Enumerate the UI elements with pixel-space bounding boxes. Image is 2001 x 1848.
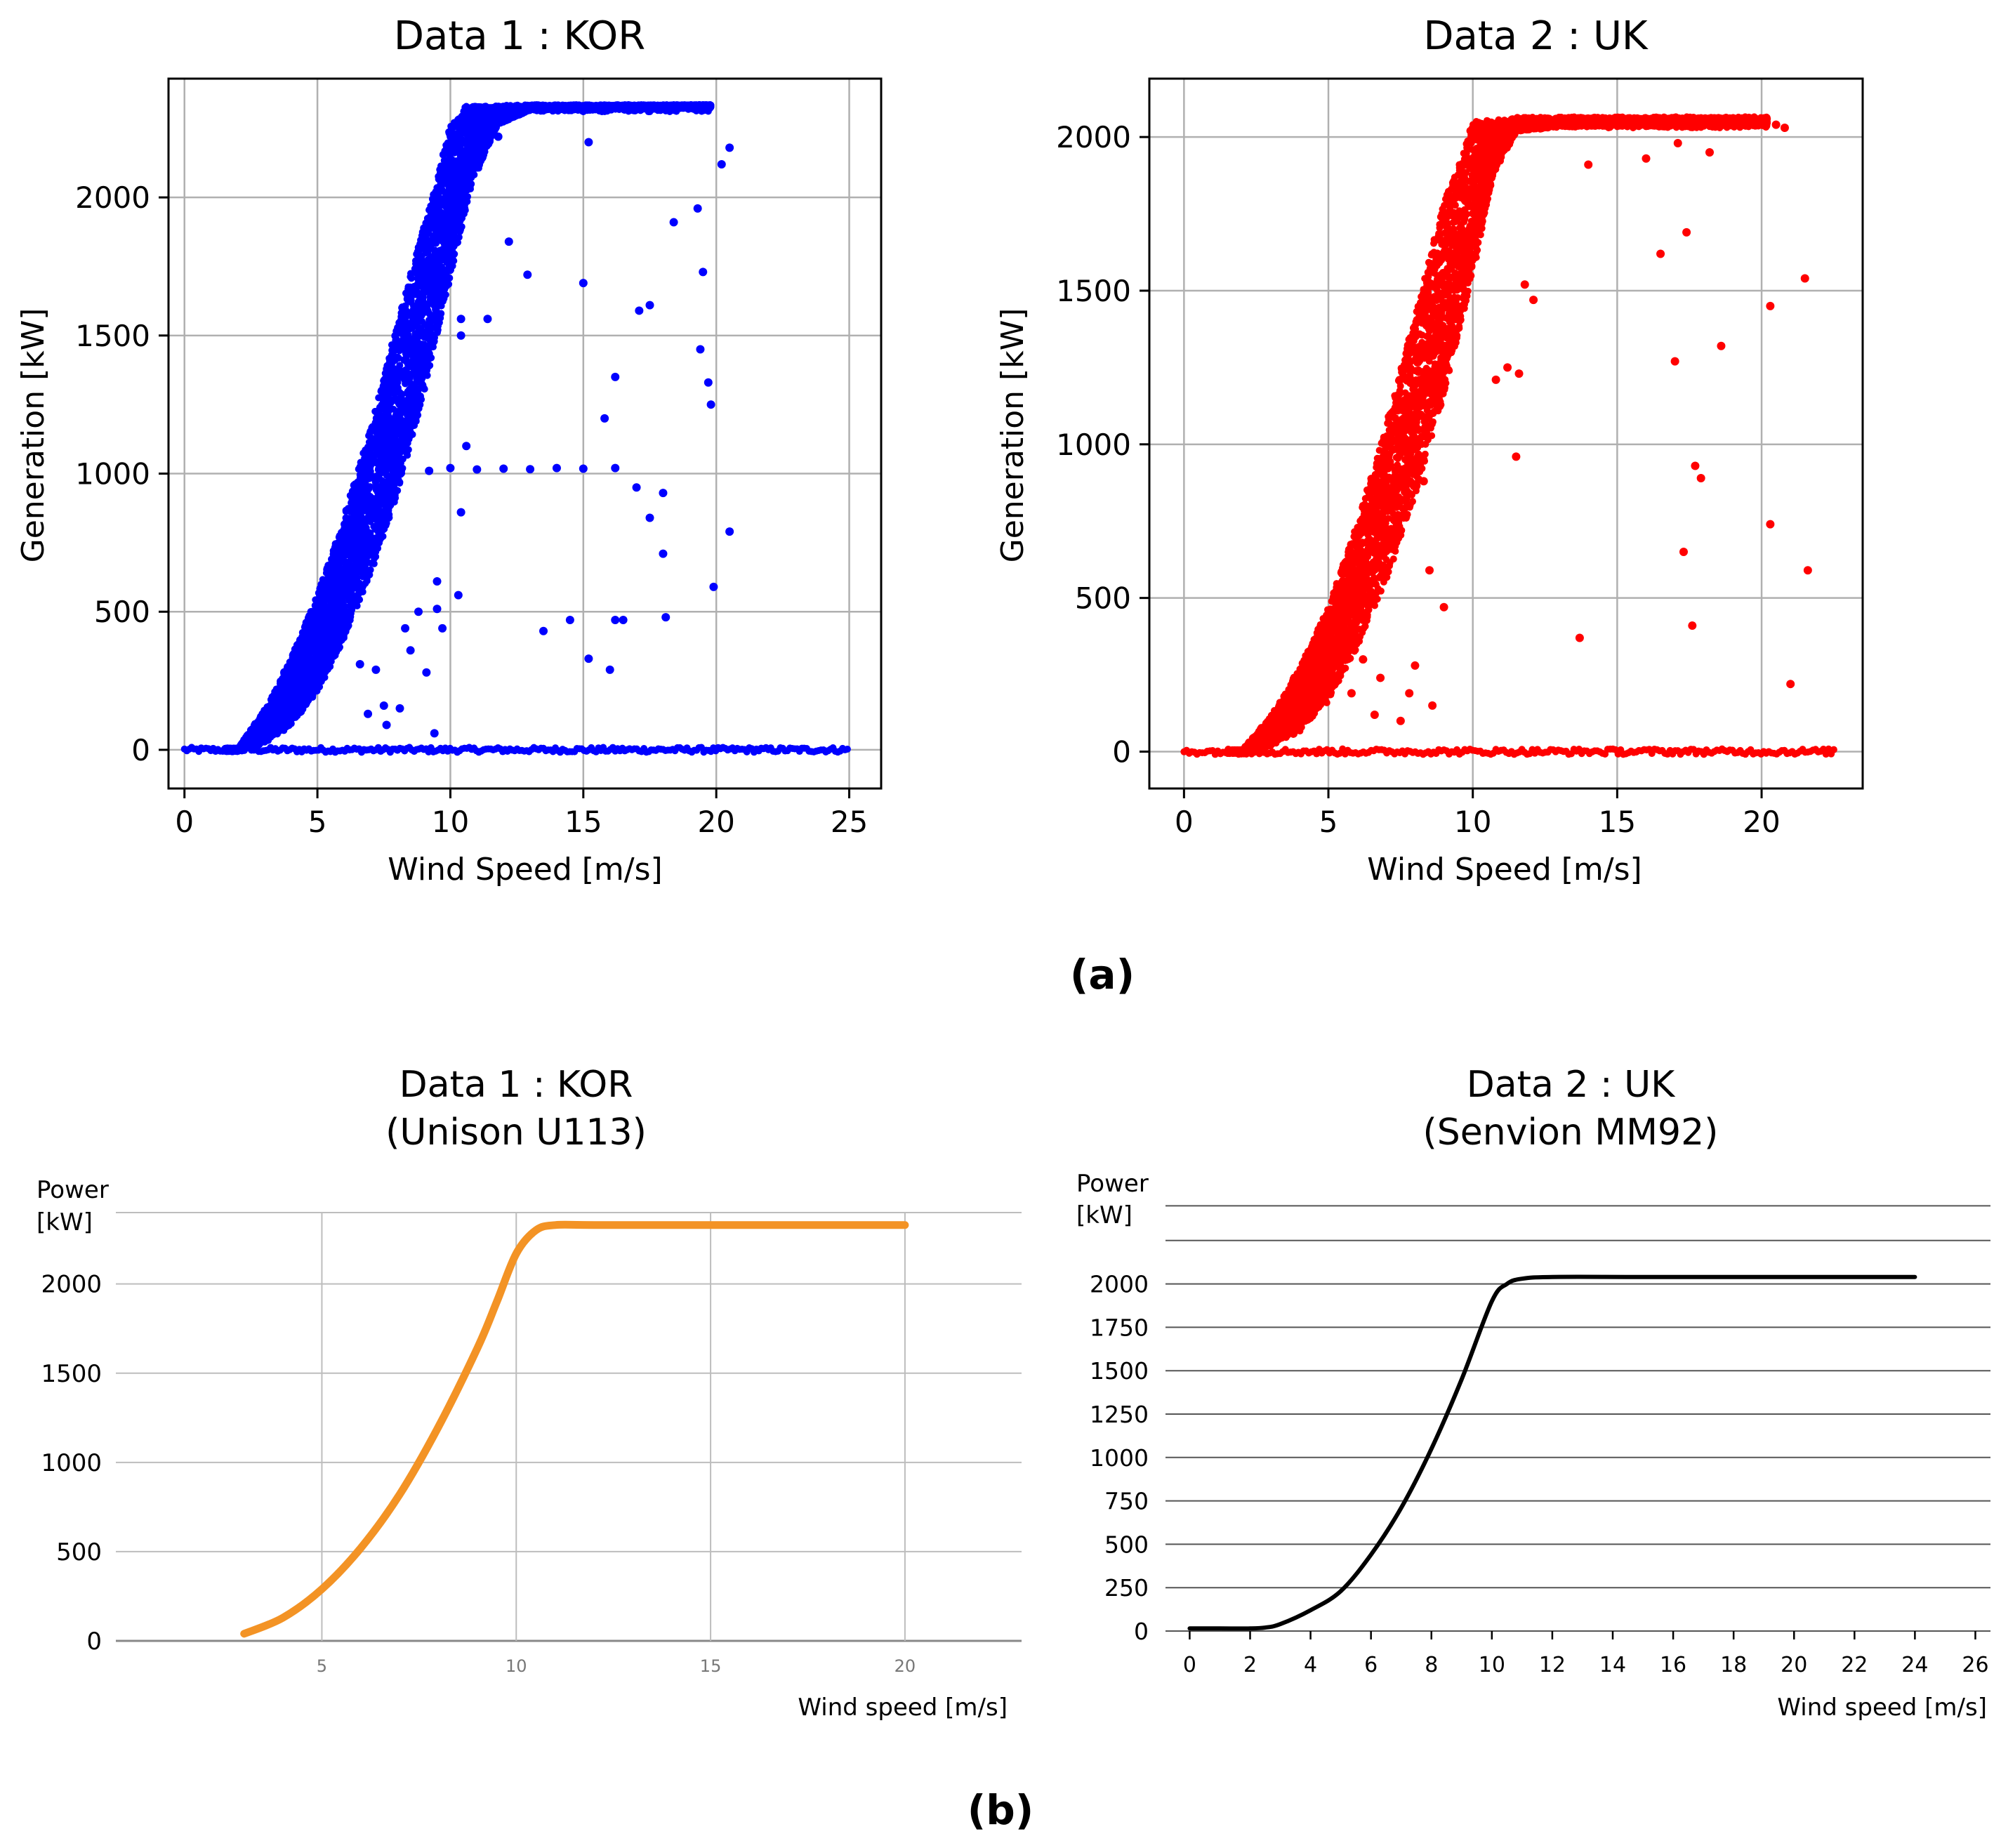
data-point (843, 745, 851, 753)
scatter-kor-chart: Data 1 : KOR 0 5 10 15 20 25 0500100015002000… (15, 13, 883, 887)
chart-title: Data 1 : KOR (394, 13, 645, 59)
